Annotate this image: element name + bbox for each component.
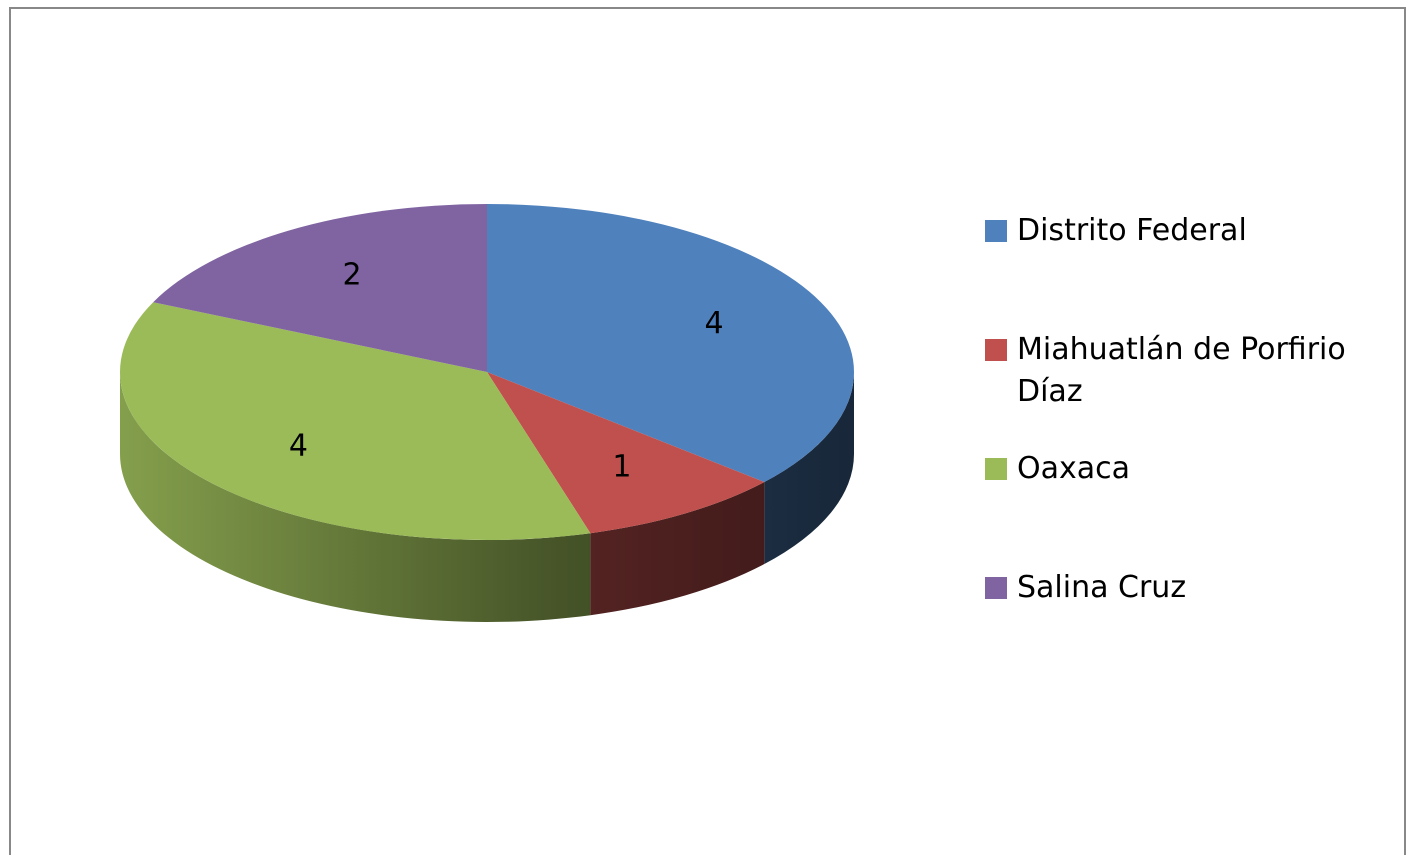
pie-slice [487,372,765,534]
data-label: 4 [704,306,723,341]
pie-slice [153,204,488,372]
legend-swatch [985,220,1007,242]
legend-swatch [985,458,1007,480]
pie-slice [487,204,854,483]
legend-label: Miahuatlán de Porfirio Díaz [1017,332,1346,409]
pie-slice [119,302,591,540]
pie-side [120,372,591,622]
pie-side [764,372,854,565]
legend-item: Salina Cruz [985,567,1385,686]
legend: Distrito Federal Miahuatlán de Porfirio D… [985,210,1385,686]
legend-label: Distrito Federal [1017,213,1247,248]
data-label: 2 [343,257,362,292]
chart-border [9,7,1406,855]
data-label: 4 [289,428,308,463]
legend-swatch [985,339,1007,361]
legend-item: Oaxaca [985,448,1385,567]
pie-side [590,482,765,616]
legend-label: Oaxaca [1017,451,1131,486]
legend-label: Salina Cruz [1017,570,1187,605]
legend-item: Miahuatlán de Porfirio Díaz [985,329,1385,448]
data-label: 1 [612,450,631,485]
legend-item: Distrito Federal [985,210,1385,329]
legend-swatch [985,577,1007,599]
